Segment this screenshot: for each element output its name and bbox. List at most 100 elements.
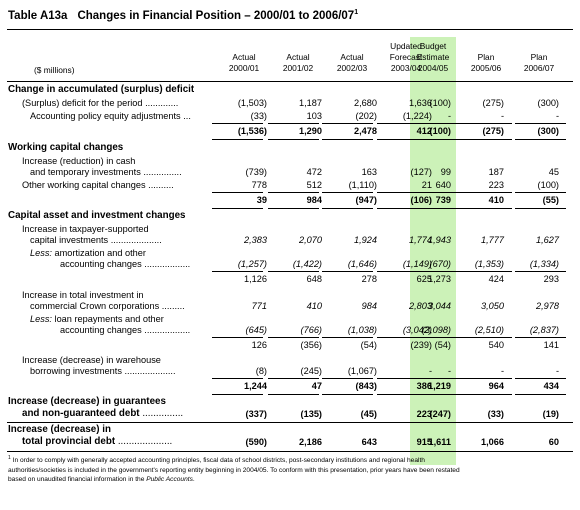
column-rule-budget-2004-05 [411,378,462,379]
cell-forecast-2003-04: 21 [421,180,432,190]
cell-budget-2004-05: 1,273 [428,274,451,284]
column-rule-budget-2004-05 [411,123,462,124]
column-header-line1 [509,41,569,52]
column-header-forecast-2003-04: Updated Forecast 2003/04 [376,41,436,74]
column-rule-actual-2001-02 [268,394,319,395]
cell-actual-2000-01: 126 [251,340,267,350]
column-rule-actual-2001-02 [268,271,319,272]
column-header-line1: Updated [390,41,422,51]
column-rule-actual-2002-03 [322,394,373,395]
column-header-line1 [322,41,382,52]
cell-plan-2006-07: (19) [542,409,559,419]
column-rule-actual-2001-02 [268,139,319,140]
cell-actual-2002-03: 278 [361,274,377,284]
cell-plan-2005-06: 410 [488,195,504,205]
column-rule-actual-2001-02 [268,337,319,338]
cell-budget-2004-05: 1,219 [428,381,451,391]
rule-guarantees-end [7,422,573,423]
column-header-line3: 2005/06 [470,63,502,73]
cell-forecast-2003-04: (3,042) [402,325,432,335]
cell-plan-2005-06: 1,777 [481,235,504,245]
footnote-ref: 1 [354,9,359,16]
cell-forecast-2003-04: 625 [416,274,432,284]
column-header-line3: 2004/05 [417,63,449,73]
column-header-line2: Plan [477,52,495,62]
cell-budget-2004-05: 3,044 [428,301,451,311]
row-label-crown-2: commercial Crown corporations ......... [30,301,185,311]
cell-plan-2006-07: (55) [542,195,559,205]
row-label-taxpayer-2: capital investments .................... [30,235,162,245]
cell-actual-2001-02: (356) [300,340,322,350]
column-rule-actual-2001-02 [268,192,319,193]
column-header-line3: 2001/02 [282,63,314,73]
column-rule-plan-2006-07 [515,208,566,209]
cell-budget-2004-05: (670) [429,259,451,269]
cell-plan-2006-07: (2,837) [529,325,559,335]
cell-actual-2001-02: (245) [300,366,322,376]
column-header-budget-2004-05: Budget Estimate 2004/05 [403,41,463,74]
cell-plan-2005-06: 964 [488,381,504,391]
cell-actual-2002-03: 1,924 [354,235,377,245]
cell-plan-2005-06: 424 [488,274,504,284]
cell-plan-2006-07: - [555,111,559,121]
column-rule-actual-2002-03 [322,208,373,209]
cell-actual-2002-03: 984 [361,301,377,311]
cell-actual-2000-01: 2,383 [244,235,267,245]
table-id: Table A13a [8,9,68,22]
column-rule-budget-2004-05 [411,271,462,272]
column-rule-plan-2005-06 [461,123,512,124]
cell-plan-2005-06: 187 [488,167,504,177]
budget-estimate-highlight [410,37,456,465]
column-rule-budget-2004-05 [411,337,462,338]
section-accumulated-deficit: Change in accumulated (surplus) deficit [8,84,195,95]
cell-forecast-2003-04: (1,149) [402,259,432,269]
cell-plan-2006-07: 434 [543,381,559,391]
rule-table-bottom [7,451,573,452]
cell-actual-2000-01: 39 [256,195,267,205]
column-header-line3: 2003/04 [390,63,422,73]
cell-actual-2000-01: (1,257) [237,259,267,269]
cell-plan-2005-06: (275) [482,98,504,108]
column-rule-actual-2002-03 [322,378,373,379]
cell-plan-2006-07: (300) [537,126,559,136]
cell-budget-2004-05: 640 [435,180,451,190]
cell-actual-2000-01: 1,244 [244,381,267,391]
cell-forecast-2003-04: 2,803 [409,301,432,311]
column-rule-actual-2000-01 [212,208,263,209]
cell-actual-2002-03: (843) [355,381,377,391]
cell-actual-2001-02: 410 [306,301,322,311]
cell-budget-2004-05: (247) [429,409,451,419]
cell-budget-2004-05: (100) [429,98,451,108]
column-rule-plan-2006-07 [515,271,566,272]
cell-forecast-2003-04: 1,636 [409,98,432,108]
cell-actual-2000-01: (1,536) [237,126,267,136]
column-rule-forecast-2003-04 [377,192,428,193]
cell-actual-2000-01: (1,503) [237,98,267,108]
column-header-line2: Forecast [389,52,423,62]
cell-actual-2000-01: (8) [255,366,267,376]
cell-actual-2000-01: (337) [245,409,267,419]
cell-budget-2004-05: - [447,111,451,121]
cell-actual-2002-03: (45) [360,409,377,419]
cell-actual-2000-01: (33) [250,111,267,121]
row-label-accounting-policy: Accounting policy equity adjustments ... [30,111,191,121]
title-rule [7,29,573,30]
column-rule-actual-2001-02 [268,208,319,209]
column-rule-forecast-2003-04 [377,123,428,124]
column-rule-actual-2002-03 [322,271,373,272]
column-header-actual-2002-03: Actual 2002/03 [322,41,382,74]
column-header-line1 [214,41,274,52]
row-label-cash-1: Increase (reduction) in cash [22,156,136,166]
cell-forecast-2003-04: 1,774 [409,235,432,245]
column-rule-budget-2004-05 [411,139,462,140]
cell-actual-2001-02: 984 [306,195,322,205]
section-capital-asset: Capital asset and investment changes [8,210,186,221]
column-rule-forecast-2003-04 [377,208,428,209]
column-rule-plan-2006-07 [515,192,566,193]
cell-actual-2002-03: (1,067) [347,366,377,376]
column-rule-plan-2006-07 [515,123,566,124]
column-rule-actual-2000-01 [212,394,263,395]
column-rule-budget-2004-05 [411,208,462,209]
cell-actual-2002-03: (54) [360,340,377,350]
